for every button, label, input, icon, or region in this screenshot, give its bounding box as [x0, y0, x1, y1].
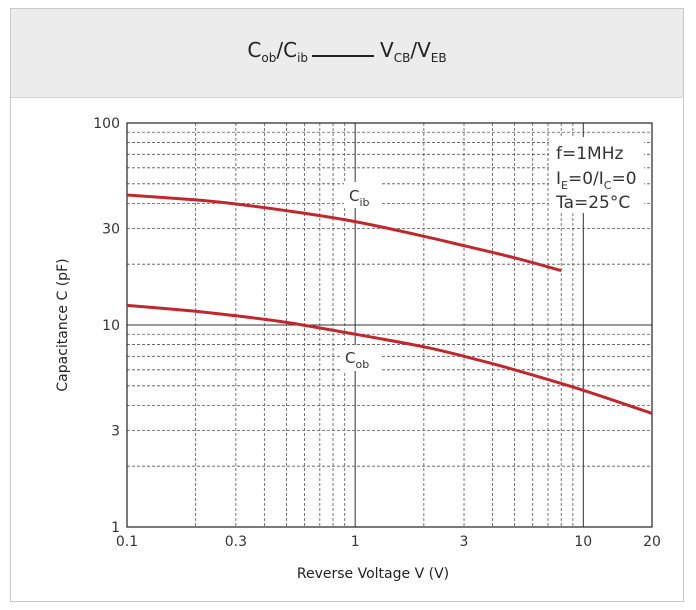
- condition-temperature: Ta=25°C: [555, 193, 630, 213]
- chart-title: Cob/Cib VCB/VEB: [247, 38, 447, 65]
- condition-frequency: f=1MHz: [556, 144, 623, 164]
- conditions-box: f=1MHz IE=0/IC=0 Ta=25°C: [549, 137, 644, 213]
- y-tick-label: 1: [111, 520, 120, 536]
- cob-label-background: [340, 345, 380, 371]
- cob-label-text: Cob: [345, 349, 369, 371]
- cib-label-text: Cib: [349, 187, 370, 209]
- x-tick-label: 0.1: [116, 534, 138, 550]
- x-tick-label: 10: [574, 534, 592, 550]
- y-tick-label: 3: [111, 424, 120, 440]
- y-axis-label: Capacitance C (pF): [55, 258, 71, 391]
- condition-bias: IE=0/IC=0: [556, 169, 637, 192]
- x-tick-label: 1: [351, 534, 360, 550]
- y-tick-label: 10: [102, 318, 120, 334]
- cob-label: Cob: [340, 345, 380, 371]
- x-axis-label: Reverse Voltage V (V): [297, 566, 449, 582]
- plot-border: [126, 122, 653, 528]
- x-tick-label: 3: [460, 534, 469, 550]
- series-layer: [126, 193, 653, 415]
- title-dash: [312, 54, 375, 57]
- series-line-cob: [126, 303, 653, 415]
- tick-labels: 0.1 0.3 1 3 10 20 1 3 10 30 100: [93, 116, 661, 550]
- y-tick-label: 100: [93, 116, 120, 132]
- cib-label: Cib: [344, 182, 380, 209]
- conditions-background: [549, 137, 644, 213]
- x-tick-label: 0.3: [225, 534, 247, 550]
- x-tick-label: 20: [643, 534, 661, 550]
- series-line-cib: [126, 193, 562, 273]
- chart-header: Cob/Cib VCB/VEB: [11, 9, 683, 98]
- y-tick-label: 30: [102, 222, 120, 238]
- cib-label-background: [344, 182, 380, 208]
